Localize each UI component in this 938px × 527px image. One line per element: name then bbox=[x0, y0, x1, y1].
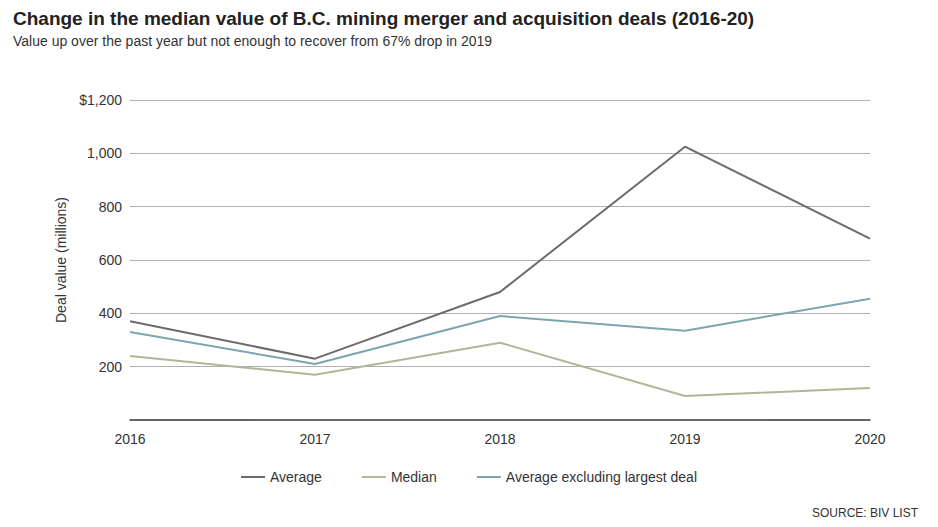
svg-text:800: 800 bbox=[99, 199, 123, 215]
svg-text:600: 600 bbox=[99, 252, 123, 268]
svg-text:2017: 2017 bbox=[299, 431, 330, 447]
svg-text:Average excluding largest deal: Average excluding largest deal bbox=[506, 469, 697, 485]
svg-text:Value up over the past year bu: Value up over the past year but not enou… bbox=[13, 33, 492, 49]
svg-text:Average: Average bbox=[270, 469, 322, 485]
svg-text:1,000: 1,000 bbox=[87, 145, 122, 161]
svg-text:2016: 2016 bbox=[114, 431, 145, 447]
svg-text:SOURCE: BIV LIST: SOURCE: BIV LIST bbox=[812, 506, 919, 520]
svg-text:Change in the median value of: Change in the median value of B.C. minin… bbox=[13, 8, 754, 29]
svg-text:2018: 2018 bbox=[484, 431, 515, 447]
svg-text:200: 200 bbox=[99, 359, 123, 375]
svg-text:400: 400 bbox=[99, 305, 123, 321]
svg-text:2019: 2019 bbox=[669, 431, 700, 447]
svg-text:Median: Median bbox=[391, 469, 437, 485]
svg-text:Deal value (millions): Deal value (millions) bbox=[53, 197, 69, 323]
svg-text:2020: 2020 bbox=[854, 431, 885, 447]
svg-text:$1,200: $1,200 bbox=[79, 92, 122, 108]
